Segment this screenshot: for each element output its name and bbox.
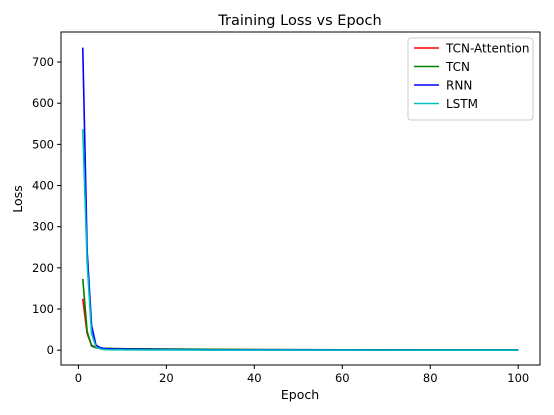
plot-frame bbox=[60, 31, 541, 366]
y-tick-label: 500 bbox=[32, 137, 54, 151]
y-tick-label: 200 bbox=[32, 261, 54, 275]
y-axis-label: Loss bbox=[10, 185, 25, 212]
y-tick-label: 0 bbox=[47, 343, 54, 357]
legend-label: TCN-Attention bbox=[445, 42, 529, 56]
series-layer bbox=[81, 47, 519, 351]
x-tick-label: 0 bbox=[75, 371, 82, 385]
x-axis: 0 20 40 60 80 100 bbox=[75, 365, 529, 385]
legend-label: TCN bbox=[445, 60, 470, 74]
x-tick-label: 80 bbox=[423, 371, 438, 385]
x-tick-label: 100 bbox=[507, 371, 529, 385]
series-line-lstm bbox=[81, 129, 519, 351]
chart-title: Training Loss vs Epoch bbox=[217, 13, 381, 29]
legend: TCN-Attention TCN RNN LSTM bbox=[407, 37, 534, 121]
x-axis-label: Epoch bbox=[281, 387, 319, 402]
y-tick-label: 600 bbox=[32, 96, 54, 110]
series-line-tcn bbox=[81, 278, 519, 351]
legend-label: RNN bbox=[446, 79, 472, 93]
legend-label: LSTM bbox=[446, 97, 478, 111]
x-tick-label: 20 bbox=[159, 371, 174, 385]
legend-box bbox=[407, 37, 534, 121]
y-axis: 0 100 200 300 400 500 600 700 bbox=[32, 55, 61, 357]
y-tick-label: 400 bbox=[32, 179, 54, 193]
x-tick-label: 40 bbox=[247, 371, 262, 385]
y-tick-label: 300 bbox=[32, 220, 54, 234]
y-tick-label: 100 bbox=[32, 302, 54, 316]
x-tick-label: 60 bbox=[335, 371, 350, 385]
series-line-tcn-attention bbox=[81, 298, 519, 351]
y-tick-label: 700 bbox=[32, 55, 54, 69]
